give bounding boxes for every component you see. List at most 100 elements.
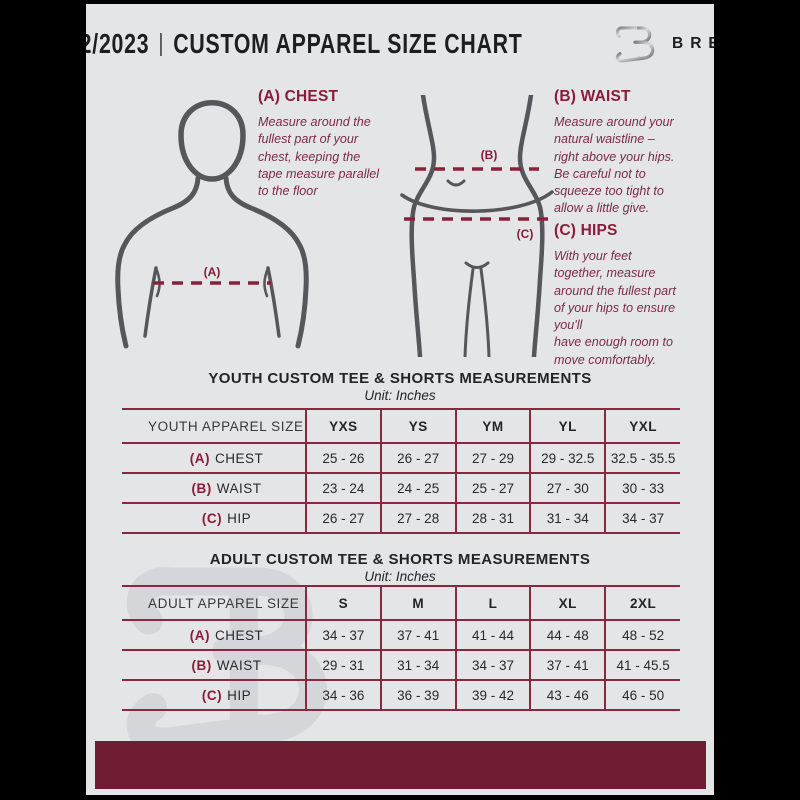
- table-row: (B) WAIST 29 - 31 31 - 34 34 - 37 37 - 41…: [122, 649, 680, 680]
- youth-chest-label: (A) CHEST: [122, 442, 306, 473]
- row-prefix: (C): [201, 687, 223, 703]
- brand-name: BREAKAWAY: [672, 35, 714, 52]
- table-row: (A) CHEST 25 - 26 26 - 27 27 - 29 29 - 32…: [122, 442, 680, 473]
- left-armpit-line: [143, 266, 158, 338]
- crotch-curve: [464, 261, 490, 269]
- right-armpit-line: [266, 266, 281, 338]
- hips-guide-text: With your feet together, measure around …: [554, 249, 676, 367]
- youth-size-header: YOUTH APPAREL SIZE: [148, 418, 304, 434]
- left-shoulder-arm-outline: [115, 175, 201, 349]
- hips-line-label: (C): [517, 227, 534, 241]
- youth-hip-label: (C) HIP: [122, 502, 306, 533]
- cell: 28 - 31: [454, 502, 531, 533]
- chest-guide-heading: (A) CHEST: [258, 88, 339, 105]
- header: 2022/2023 | CUSTOM APPAREL SIZE CHART: [86, 18, 714, 70]
- youth-waist-label: (B) WAIST: [122, 472, 306, 503]
- right-inner-leg-line: [479, 267, 491, 357]
- page-title: CUSTOM APPAREL SIZE CHART: [172, 28, 523, 59]
- cell: 23 - 24: [305, 472, 381, 503]
- cell: 29 - 31: [305, 649, 381, 680]
- chest-figure-diagram: (A): [115, 100, 309, 349]
- row-prefix: (B): [191, 657, 212, 673]
- left-inner-leg-line: [463, 267, 475, 357]
- right-shoulder-arm-outline: [223, 175, 309, 349]
- cell: 34 - 37: [305, 619, 381, 650]
- adult-header-row: ADULT APPAREL SIZE S M L XL 2XL: [122, 586, 680, 620]
- youth-size-yxl: YXL: [604, 409, 680, 443]
- adult-size-l: L: [454, 586, 531, 620]
- table-row: (C) HIP 26 - 27 27 - 28 28 - 31 31 - 34 3…: [122, 502, 680, 533]
- chest-line-label: (A): [204, 265, 221, 279]
- size-chart-page: 2022/2023 | CUSTOM APPAREL SIZE CHART: [86, 4, 714, 795]
- row-prefix: (A): [189, 627, 210, 643]
- youth-size-yl: YL: [529, 409, 606, 443]
- youth-unit-label: Unit: Inches: [364, 388, 436, 403]
- cell: 27 - 29: [454, 442, 531, 473]
- cell: 26 - 27: [379, 442, 456, 473]
- waistband-curve: [400, 190, 554, 213]
- navel-mark: [446, 179, 466, 187]
- chest-guide: (A) CHEST Measure around the fullest par…: [258, 88, 408, 200]
- cell: 46 - 50: [604, 679, 680, 710]
- breakaway-b-logo-icon: [615, 26, 655, 63]
- cell: 34 - 37: [604, 502, 680, 533]
- hips-guide: (C) HIPS With your feet together, measur…: [554, 222, 714, 369]
- cell: 31 - 34: [529, 502, 606, 533]
- header-divider: |: [158, 28, 164, 57]
- youth-size-ym: YM: [454, 409, 531, 443]
- table-row: (B) WAIST 23 - 24 24 - 25 25 - 27 27 - 30…: [122, 472, 680, 503]
- youth-size-yxs: YXS: [305, 409, 381, 443]
- row-name: CHEST: [214, 450, 264, 466]
- cell: 34 - 37: [454, 649, 531, 680]
- cell: 34 - 36: [305, 679, 381, 710]
- cell: 36 - 39: [379, 679, 456, 710]
- footer-bar: [95, 741, 706, 789]
- cell: 48 - 52: [604, 619, 680, 650]
- cell: 27 - 28: [379, 502, 456, 533]
- waist-guide: (B) WAIST Measure around your natural wa…: [554, 88, 714, 218]
- hips-guide-heading: (C) HIPS: [554, 222, 618, 239]
- chest-guide-text: Measure around the fullest part of your …: [258, 115, 380, 198]
- adult-size-xl: XL: [529, 586, 606, 620]
- adult-size-s: S: [305, 586, 381, 620]
- cell: 44 - 48: [529, 619, 606, 650]
- left-body-outline: [409, 95, 437, 357]
- cell: 39 - 42: [454, 679, 531, 710]
- row-prefix: (A): [189, 450, 210, 466]
- cell: 25 - 26: [305, 442, 381, 473]
- waist-guide-heading: (B) WAIST: [554, 88, 631, 105]
- cell: 30 - 33: [604, 472, 680, 503]
- row-prefix: (C): [201, 510, 223, 526]
- cell: 27 - 30: [529, 472, 606, 503]
- waist-line-label: (B): [481, 148, 498, 162]
- waist-guide-text: Measure around your natural waistline – …: [554, 115, 675, 216]
- cell: 37 - 41: [379, 619, 456, 650]
- header-title-group: 2022/2023 | CUSTOM APPAREL SIZE CHART: [86, 28, 522, 60]
- right-armpit-notch: [263, 266, 270, 298]
- cell: 32.5 - 35.5: [604, 442, 680, 473]
- row-name: CHEST: [214, 627, 264, 643]
- cell: 31 - 34: [379, 649, 456, 680]
- season-label: 2022/2023: [86, 28, 149, 59]
- cell: 41 - 45.5: [604, 649, 680, 680]
- cell: 37 - 41: [529, 649, 606, 680]
- waist-hips-figure-diagram: (B) (C): [400, 95, 554, 357]
- table-row: (C) HIP 34 - 36 36 - 39 39 - 42 43 - 46 4…: [122, 679, 680, 710]
- row-prefix: (B): [191, 480, 212, 496]
- adult-unit-label: Unit: Inches: [364, 569, 436, 584]
- youth-size-ys: YS: [379, 409, 456, 443]
- cell: 43 - 46: [529, 679, 606, 710]
- cell: 25 - 27: [454, 472, 531, 503]
- row-name: WAIST: [216, 657, 262, 673]
- table-row: (A) CHEST 34 - 37 37 - 41 41 - 44 44 - 48…: [122, 619, 680, 650]
- row-name: WAIST: [216, 480, 262, 496]
- adult-size-2xl: 2XL: [604, 586, 680, 620]
- head-outline: [178, 100, 246, 182]
- adult-size-header: ADULT APPAREL SIZE: [148, 595, 300, 611]
- adult-hip-label: (C) HIP: [122, 679, 306, 710]
- cell: 24 - 25: [379, 472, 456, 503]
- cell: 41 - 44: [454, 619, 531, 650]
- row-name: HIP: [227, 687, 252, 703]
- adult-chest-label: (A) CHEST: [122, 619, 306, 650]
